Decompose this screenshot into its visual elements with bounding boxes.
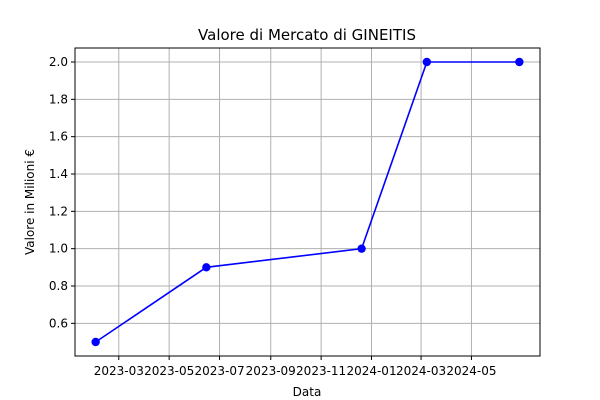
y-tick-label: 1.4 — [49, 167, 68, 181]
y-axis-label: Valore in Milioni € — [23, 149, 37, 255]
series-line — [95, 61, 520, 343]
y-tick-label: 1.2 — [49, 204, 68, 218]
data-point — [422, 57, 432, 67]
x-tick-label: 2024-03 — [396, 364, 446, 378]
chart-title: Valore di Mercato di GINEITIS — [198, 26, 416, 44]
x-axis-label: Data — [293, 385, 322, 399]
x-tick-label: 2023-11 — [296, 364, 346, 378]
x-tick-label: 2023-05 — [144, 364, 194, 378]
x-axis-ticks: 2023-03 2023-05 2023-07 2023-09 2023-11 2024-… — [94, 356, 497, 378]
y-tick-label: 2.0 — [49, 55, 68, 69]
y-tick-label: 1.0 — [49, 242, 68, 256]
data-point — [202, 263, 211, 272]
y-tick-label: 0.8 — [49, 279, 68, 293]
y-tick-label: 1.8 — [49, 92, 68, 106]
data-point — [515, 57, 524, 67]
y-tick-label: 0.6 — [49, 316, 68, 330]
y-axis-ticks: 0.6 0.8 1.0 1.2 1.4 1.6 1.8 2.0 — [49, 55, 75, 330]
y-tick-label: 1.6 — [49, 130, 68, 144]
x-tick-label: 2023-09 — [246, 364, 296, 378]
x-tick-label: 2023-03 — [94, 364, 144, 378]
data-point — [357, 244, 366, 253]
data-point — [91, 337, 100, 347]
grid — [75, 48, 540, 356]
x-tick-label: 2023-07 — [194, 364, 244, 378]
x-tick-label: 2024-05 — [446, 364, 496, 378]
series-group — [91, 57, 524, 347]
x-tick-label: 2024-01 — [346, 364, 396, 378]
plot-frame — [74, 47, 541, 357]
